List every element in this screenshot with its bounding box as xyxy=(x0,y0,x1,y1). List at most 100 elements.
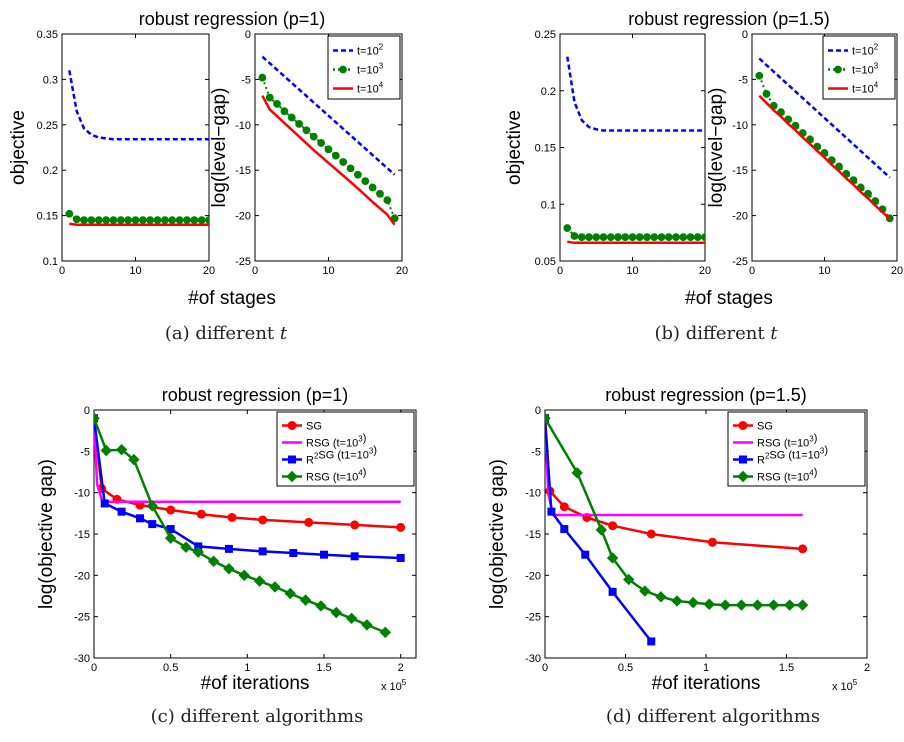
data-point xyxy=(707,537,717,547)
x-tick-label: 0.5 xyxy=(163,662,178,674)
data-point xyxy=(331,151,340,160)
data-point xyxy=(547,507,556,516)
data-point xyxy=(302,126,311,135)
y-tick-label: -15 xyxy=(235,165,251,177)
data-point xyxy=(595,524,608,536)
data-point xyxy=(153,216,162,225)
data-point xyxy=(621,233,630,242)
legend-entry: R2SG (t1=103) xyxy=(757,445,828,467)
x-tick-label: 2 xyxy=(864,662,870,674)
x-axis-label: #of stages xyxy=(685,288,773,309)
data-point xyxy=(72,215,81,224)
data-point xyxy=(719,599,732,611)
y-axis-label: objective xyxy=(8,110,29,185)
data-point xyxy=(755,71,764,80)
data-point xyxy=(94,412,100,424)
data-point xyxy=(751,599,764,611)
y-tick-label: 0 xyxy=(535,405,541,417)
y-tick-label: 0.1 xyxy=(541,199,556,211)
legend-entry: RSG (t=104) xyxy=(757,467,817,484)
legend-entry: t=102 xyxy=(357,43,384,58)
x-tick-label: 1 xyxy=(244,662,250,674)
y-tick-label: -10 xyxy=(525,488,541,500)
chart-title: robust regression (p=1) xyxy=(162,385,349,405)
x-tick-label: 1.5 xyxy=(316,662,331,674)
series-line xyxy=(261,55,396,176)
legend-entry: RSG (t=104) xyxy=(306,467,366,484)
y-tick-label: -15 xyxy=(74,529,90,541)
y-tick-label: -25 xyxy=(732,256,748,268)
y-tick-label: 0.05 xyxy=(535,256,556,268)
x-tick-label: 20 xyxy=(203,265,215,277)
x-tick-label: 20 xyxy=(891,265,903,277)
data-point xyxy=(606,233,615,242)
data-point xyxy=(599,233,608,242)
data-point xyxy=(350,520,360,530)
data-point xyxy=(559,502,569,512)
data-point xyxy=(361,177,370,185)
data-point xyxy=(376,189,384,198)
y-tick-label: -30 xyxy=(74,653,90,665)
data-point xyxy=(608,587,617,596)
x-axis-label: #of iterations xyxy=(652,673,761,694)
y-tick-label: -20 xyxy=(732,211,748,223)
data-point xyxy=(762,90,771,98)
y-axis-label: log(objective gap) xyxy=(487,459,508,609)
data-point xyxy=(606,552,619,564)
data-point xyxy=(324,145,333,154)
data-point xyxy=(289,549,298,558)
y-tick-label: -10 xyxy=(235,120,251,132)
x-axis-label: #of stages xyxy=(188,288,276,309)
x-tick-label: 20 xyxy=(396,265,408,277)
data-point xyxy=(183,216,191,225)
legend-entry: RSG (t=103) xyxy=(306,433,366,450)
x-tick-label: 0 xyxy=(59,265,65,277)
legend-marker xyxy=(737,470,749,483)
data-point xyxy=(581,550,590,559)
data-point xyxy=(80,216,88,225)
y-tick-label: -20 xyxy=(74,570,90,582)
data-point xyxy=(269,581,281,593)
data-point xyxy=(635,233,644,242)
data-point xyxy=(116,216,125,225)
chart-a-left: 0 10 20 0.1 0.15 0.2 0.25 0.3 0.35 robust regress… xyxy=(8,9,325,309)
data-point xyxy=(175,216,184,225)
data-point xyxy=(265,93,274,102)
data-point xyxy=(207,555,220,567)
data-point xyxy=(560,525,569,534)
x-tick-label: 10 xyxy=(129,265,141,277)
data-point xyxy=(304,517,314,527)
data-point xyxy=(273,100,281,108)
series-line xyxy=(69,222,209,226)
x-scale-note: x 105 xyxy=(381,678,407,693)
chart-title: robust regression (p=1.5) xyxy=(628,9,830,29)
data-point xyxy=(117,507,126,516)
legend: t=102 t=103 t=104 xyxy=(822,35,896,100)
data-point xyxy=(115,443,128,456)
chart-a-right: 0 10 200-5-10-15-20-25log(level−gap)t=102t… xyxy=(209,29,408,277)
x-tick-label: 0 xyxy=(749,265,755,277)
y-tick-label: 0.3 xyxy=(43,74,58,86)
y-tick-label: 0.35 xyxy=(37,29,58,41)
data-point xyxy=(87,216,96,225)
series-line xyxy=(758,94,891,221)
y-tick-label: -20 xyxy=(525,570,541,582)
data-point xyxy=(585,233,593,242)
legend-entry: t=104 xyxy=(852,81,879,96)
y-axis-label: objective xyxy=(504,110,525,185)
series-line xyxy=(261,95,396,226)
data-point xyxy=(614,233,622,242)
plot-frame xyxy=(559,33,706,262)
data-point xyxy=(287,113,296,122)
series-line xyxy=(68,70,209,141)
legend-entry: SG xyxy=(306,421,322,433)
data-point xyxy=(65,209,74,218)
data-point xyxy=(396,522,406,532)
legend-marker xyxy=(739,455,747,464)
x-scale-note: x 105 xyxy=(832,678,858,693)
data-point xyxy=(148,520,157,529)
data-point xyxy=(679,233,688,242)
series-group xyxy=(94,412,406,639)
legend-marker xyxy=(834,65,842,74)
